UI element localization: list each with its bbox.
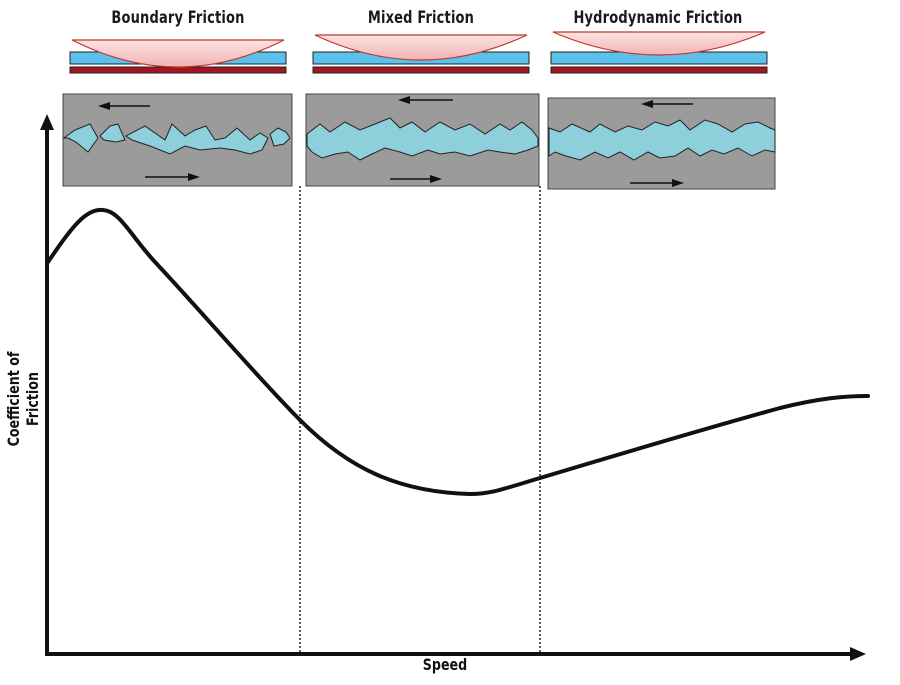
mixed-lens-illustration — [312, 34, 530, 74]
regime-title-boundary: Boundary Friction — [111, 8, 245, 28]
regime-title-hydrodynamic: Hydrodynamic Friction — [573, 8, 743, 28]
x-axis — [45, 647, 866, 661]
hydrodynamic-lens-illustration — [550, 31, 768, 74]
hydrodynamic-surface-illustration — [547, 97, 776, 190]
boundary-lens-illustration — [69, 39, 287, 74]
boundary-surface-illustration — [62, 93, 293, 187]
x-axis-label: Speed — [422, 655, 468, 674]
y-axis — [40, 114, 54, 656]
mixed-surface-illustration — [305, 93, 540, 187]
friction-curve — [46, 207, 870, 497]
regime-title-mixed: Mixed Friction — [367, 8, 475, 28]
y-axis-label: Coefficient of Friction — [4, 351, 42, 447]
